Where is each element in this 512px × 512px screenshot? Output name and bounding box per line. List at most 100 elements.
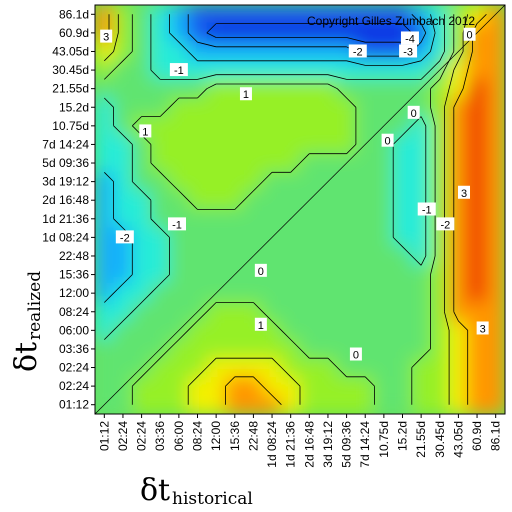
heatmap-cell bbox=[467, 60, 487, 80]
x-axis-ticks: 01:12 02:24 02:24 03:36 06:00 08:24 12:00 15:36… bbox=[97, 414, 503, 468]
y-tick-label: 01:12 bbox=[59, 398, 89, 412]
heatmap-cell bbox=[336, 60, 357, 80]
heatmap-cell bbox=[113, 171, 133, 192]
heatmap-cell bbox=[485, 264, 505, 285]
heatmap-cell bbox=[448, 320, 469, 341]
heatmap-cell bbox=[318, 264, 338, 285]
heatmap-cell bbox=[374, 283, 394, 303]
heatmap-cell bbox=[355, 357, 376, 378]
heatmap-cell bbox=[392, 5, 413, 25]
contour-label-bg bbox=[168, 217, 186, 231]
heatmap-cell bbox=[243, 23, 264, 43]
heatmap-cell bbox=[95, 171, 115, 192]
heatmap-cell bbox=[336, 376, 357, 396]
y-tick-label: 1d 21:36 bbox=[42, 212, 89, 226]
heatmap-cell bbox=[392, 246, 413, 266]
heatmap-cell bbox=[131, 153, 152, 173]
heatmap-cell bbox=[485, 116, 505, 136]
heatmap-cell bbox=[169, 5, 189, 25]
heatmap-cell bbox=[262, 116, 282, 136]
heatmap-cell bbox=[299, 246, 320, 266]
heatmap-cell bbox=[429, 320, 450, 341]
heatmap-cell bbox=[429, 171, 450, 192]
heatmap-cell bbox=[411, 264, 431, 285]
heatmap-cell bbox=[318, 116, 338, 136]
heatmap-cell bbox=[411, 227, 431, 248]
heatmap-cell bbox=[150, 97, 171, 118]
heatmap-cell bbox=[467, 97, 487, 118]
heatmap-cell bbox=[224, 23, 245, 43]
heatmap-cell bbox=[95, 283, 115, 303]
heatmap-cell bbox=[262, 23, 282, 43]
heatmap-cell bbox=[113, 209, 133, 229]
heatmap-cell bbox=[280, 339, 301, 359]
heatmap-cell bbox=[169, 116, 189, 136]
heatmap-cell bbox=[150, 301, 171, 322]
heatmap-cell bbox=[448, 78, 469, 99]
heatmap-cell bbox=[150, 116, 171, 136]
heatmap-cell bbox=[448, 153, 469, 173]
heatmap-cell bbox=[131, 23, 152, 43]
contour-line-level-2 bbox=[104, 14, 469, 405]
heatmap-cell bbox=[299, 209, 320, 229]
heatmap-cell bbox=[150, 60, 171, 80]
heatmap-cell bbox=[113, 320, 133, 341]
heatmap-cell bbox=[374, 153, 394, 173]
heatmap-cell bbox=[187, 153, 208, 173]
heatmap-cell bbox=[374, 78, 394, 99]
x-tick-label: 86.1d bbox=[489, 421, 503, 451]
heatmap-cell bbox=[169, 153, 189, 173]
heatmap-cell bbox=[299, 227, 320, 248]
heatmap-cell bbox=[169, 171, 189, 192]
heatmap-cell bbox=[224, 357, 245, 378]
heatmap-cell bbox=[150, 320, 171, 341]
contour-label-text: 3 bbox=[480, 323, 486, 335]
heatmap-cell bbox=[280, 264, 301, 285]
heatmap-cell bbox=[374, 171, 394, 192]
heatmap-cell bbox=[150, 264, 171, 285]
heatmap-cell bbox=[95, 97, 115, 118]
contour-label-text: 0 bbox=[385, 136, 391, 148]
heatmap-cell bbox=[262, 5, 282, 25]
heatmap-cell bbox=[224, 153, 245, 173]
heatmap-cell bbox=[187, 227, 208, 248]
heatmap-cell bbox=[355, 171, 376, 192]
heatmap-cells bbox=[95, 5, 505, 414]
heatmap-cell bbox=[392, 134, 413, 155]
contour-label: 3 bbox=[100, 29, 113, 44]
heatmap-cell bbox=[131, 283, 152, 303]
diagonal-line bbox=[94, 4, 506, 415]
heatmap-cell bbox=[224, 97, 245, 118]
heatmap-cell bbox=[206, 78, 226, 99]
heatmap-cell bbox=[467, 209, 487, 229]
heatmap-cell bbox=[113, 283, 133, 303]
heatmap-cell bbox=[280, 23, 301, 43]
contour-label-text: -2 bbox=[353, 46, 363, 58]
heatmap-cell bbox=[411, 5, 431, 25]
y-tick-label: 02:24 bbox=[59, 361, 89, 375]
x-tick-label: 60.9d bbox=[470, 421, 484, 451]
heatmap-cell bbox=[448, 97, 469, 118]
heatmap-cell bbox=[169, 357, 189, 378]
heatmap-cell bbox=[467, 246, 487, 266]
heatmap-cell bbox=[262, 97, 282, 118]
heatmap-cell bbox=[467, 116, 487, 136]
heatmap-cell bbox=[131, 97, 152, 118]
heatmap-cell bbox=[336, 116, 357, 136]
contour-label-text: 1 bbox=[243, 89, 249, 101]
y-tick-label: 10.75d bbox=[52, 119, 89, 133]
heatmap-cell bbox=[485, 227, 505, 248]
heatmap-cell bbox=[187, 171, 208, 192]
heatmap-cell bbox=[299, 5, 320, 25]
heatmap-cell bbox=[131, 209, 152, 229]
y-axis-subscript: realized bbox=[25, 271, 45, 340]
heatmap-cell bbox=[355, 97, 376, 118]
heatmap-cell bbox=[262, 283, 282, 303]
heatmap-cell bbox=[95, 116, 115, 136]
heatmap-cell bbox=[392, 339, 413, 359]
heatmap-cell bbox=[485, 283, 505, 303]
heatmap-cell bbox=[318, 357, 338, 378]
heatmap-cell bbox=[448, 134, 469, 155]
heatmap-cell bbox=[206, 209, 226, 229]
heatmap-cell bbox=[280, 78, 301, 99]
